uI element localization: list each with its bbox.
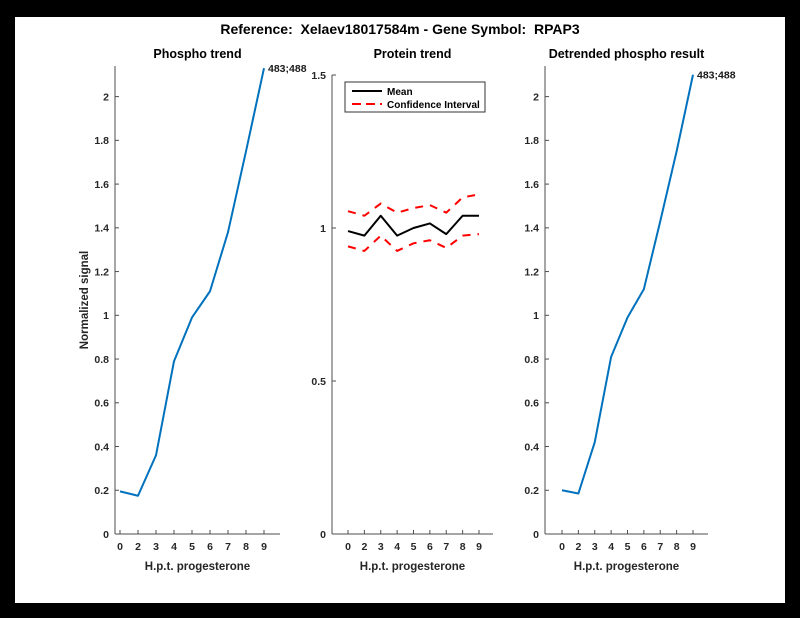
y-tick-label: 1.5 [311,70,326,82]
x-tick-label: 4 [608,541,614,553]
x-tick-label: 3 [592,541,598,553]
y-tick-label: 2 [533,91,539,103]
x-tick-label: 6 [207,541,213,553]
y-tick-label: 0.4 [94,441,109,453]
y-tick-label: 0.2 [524,485,539,497]
y-tick-label: 2 [103,91,109,103]
x-tick-label: 2 [135,541,141,553]
x-tick-label: 3 [378,541,384,553]
x-tick-label: 0 [559,541,565,553]
x-tick-label: 8 [460,541,466,553]
ci-lower-line [347,233,480,252]
x-tick-label: 7 [443,541,449,553]
peak-annotation: 483;488 [268,63,307,75]
subplot-title: Phospho trend [153,47,241,61]
legend: Mean Confidence Interval [344,81,486,113]
y-tick-label: 0 [320,529,326,541]
x-tick-label: 6 [427,541,433,553]
legend-label: Confidence Interval [387,100,480,111]
legend-label: Mean [387,87,413,98]
y-tick-label: 0.6 [94,398,109,410]
x-tick-label: 9 [690,541,696,553]
y-tick-label: 0.8 [94,354,109,366]
mean-line [347,214,479,237]
x-tick-label: 3 [153,541,159,553]
y-tick-label: 1.4 [524,223,539,235]
x-tick-label: 9 [476,541,482,553]
y-tick-label: 0 [533,529,539,541]
y-axis-label: Normalized signal [79,251,91,349]
x-tick-label: 5 [625,541,631,553]
y-tick-label: 0.5 [311,376,326,388]
y-tick-label: 0.2 [94,485,109,497]
x-tick-label: 7 [225,541,231,553]
y-tick-label: 0.6 [524,398,539,410]
x-tick-label: 5 [189,541,195,553]
subplot-1: 0 2 3 4 5 6 7 8 900.20.40.60.811.21.41.61.82Phos… [79,47,307,573]
y-tick-label: 0.4 [524,441,539,453]
x-tick-label: 8 [674,541,680,553]
y-tick-label: 1.6 [524,179,539,191]
peak-annotation: 483;488 [697,70,736,82]
ci-upper-line [347,193,480,217]
subplot-title: Detrended phospho result [549,47,705,61]
x-tick-label: 0 [345,541,351,553]
y-tick-label: 1.4 [94,223,109,235]
y-tick-label: 1.2 [94,266,109,278]
x-axis-label: H.p.t. progesterone [145,561,250,573]
x-axis-label: H.p.t. progesterone [360,561,465,573]
y-tick-label: 0.8 [524,354,539,366]
y-tick-label: 1 [533,310,539,322]
phospho-signal-line [119,67,265,497]
x-tick-label: 7 [657,541,663,553]
subplot-3: 0 2 3 4 5 6 7 8 900.20.40.60.811.21.41.61.82Detr… [524,47,735,573]
y-tick-label: 1.8 [94,135,109,147]
x-tick-label: 9 [261,541,267,553]
y-tick-label: 1 [103,310,109,322]
y-tick-label: 1 [320,223,326,235]
y-tick-label: 1.2 [524,266,539,278]
y-tick-label: 0 [103,529,109,541]
x-tick-label: 2 [575,541,581,553]
x-tick-label: 2 [361,541,367,553]
figure-title: Reference: Xelaev18017584m - Gene Symbol… [220,21,580,37]
y-tick-label: 1.6 [94,179,109,191]
y-tick-label: 1.8 [524,135,539,147]
x-tick-label: 6 [641,541,647,553]
x-tick-label: 0 [117,541,123,553]
x-tick-label: 4 [394,541,400,553]
legend-box [344,81,486,113]
subplot-title: Protein trend [374,47,452,61]
x-tick-label: 5 [411,541,417,553]
x-axis-label: H.p.t. progesterone [574,561,679,573]
x-tick-label: 4 [171,541,177,553]
detrended-signal-line [561,74,694,495]
x-tick-label: 8 [243,541,249,553]
figure-canvas [15,17,785,603]
